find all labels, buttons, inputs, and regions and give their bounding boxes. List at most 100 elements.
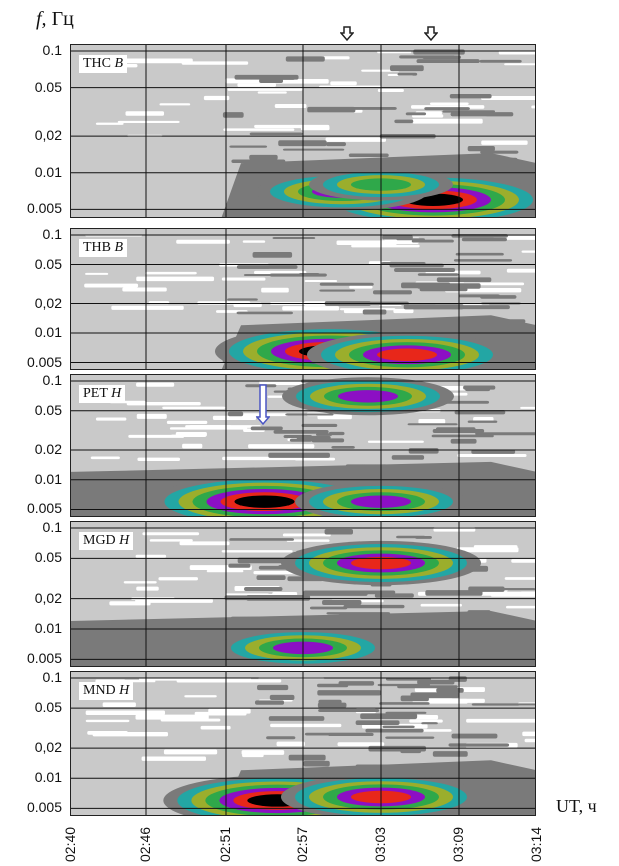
activity-streak — [461, 237, 507, 242]
activity-streak — [296, 435, 331, 440]
activity-streak — [467, 146, 495, 152]
quiet-streak — [163, 749, 218, 755]
activity-streak — [278, 140, 327, 147]
x-tick-label: 02:57 — [294, 826, 310, 862]
quiet-streak — [330, 81, 357, 86]
activity-streak — [269, 273, 327, 277]
activity-streak — [410, 692, 460, 698]
quiet-streak — [95, 417, 127, 421]
activity-streak — [303, 590, 368, 596]
quiet-streak — [102, 702, 136, 708]
activity-streak — [237, 557, 289, 564]
activity-streak — [425, 590, 483, 596]
power-contour — [377, 348, 437, 361]
component-name: B — [114, 240, 124, 255]
activity-streak — [303, 760, 330, 767]
quiet-streak — [415, 715, 439, 720]
activity-streak — [227, 298, 258, 301]
activity-streak — [229, 538, 295, 541]
component-name: H — [119, 683, 130, 698]
quiet-streak — [505, 605, 535, 609]
activity-streak — [318, 699, 342, 704]
quiet-streak — [84, 283, 139, 288]
x-tick-label: 03:03 — [372, 826, 388, 862]
quiet-streak — [170, 434, 207, 437]
activity-streak — [480, 295, 517, 299]
component-name: H — [119, 533, 130, 548]
quiet-streak — [320, 56, 350, 60]
quiet-streak — [90, 456, 120, 460]
quiet-streak — [135, 714, 209, 720]
quiet-streak — [137, 457, 181, 462]
quiet-streak — [361, 69, 400, 72]
quiet-streak — [282, 306, 340, 311]
activity-streak — [385, 736, 435, 739]
activity-streak — [250, 426, 283, 431]
y-tick-label: 0.02 — [34, 441, 62, 458]
quiet-streak — [221, 277, 266, 281]
activity-streak — [282, 148, 345, 151]
activity-streak — [268, 716, 325, 721]
y-tick-label: 0.05 — [34, 549, 62, 566]
activity-streak — [266, 736, 296, 740]
quiet-streak — [473, 545, 518, 549]
quiet-streak — [242, 753, 264, 758]
quiet-streak — [162, 406, 226, 409]
activity-streak — [467, 420, 498, 423]
quiet-streak — [511, 559, 535, 563]
activity-streak — [421, 722, 438, 725]
activity-streak — [415, 535, 432, 539]
activity-streak — [285, 413, 334, 416]
y-tick-label: 0.1 — [42, 226, 62, 242]
activity-streak — [448, 743, 510, 747]
activity-streak — [450, 305, 510, 310]
quiet-streak — [424, 698, 468, 704]
quiet-streak — [457, 454, 527, 457]
quiet-streak — [481, 140, 528, 145]
activity-streak — [257, 684, 289, 691]
quiet-streak — [117, 120, 180, 124]
quiet-streak — [417, 729, 452, 732]
quiet-streak — [136, 586, 159, 591]
activity-streak — [405, 112, 427, 116]
quiet-streak — [480, 95, 535, 101]
activity-streak — [307, 106, 356, 113]
activity-streak — [273, 430, 329, 434]
station-name: MGD — [83, 533, 120, 548]
quiet-streak — [349, 285, 373, 289]
spectrogram-panel: PET H — [70, 374, 536, 517]
activity-streak — [316, 433, 333, 436]
quiet-streak — [206, 569, 244, 573]
quiet-streak — [122, 287, 167, 292]
quiet-streak — [181, 61, 249, 65]
quiet-streak — [506, 268, 535, 273]
quiet-streak — [182, 443, 203, 449]
activity-streak — [417, 679, 455, 685]
spectrogram-panel: MND H — [70, 671, 536, 816]
quiet-streak — [135, 598, 213, 603]
activity-streak — [319, 289, 356, 292]
activity-streak — [227, 411, 244, 417]
spectrogram-panel: MGD H — [70, 521, 536, 667]
activity-streak — [338, 681, 375, 686]
quiet-streak — [200, 725, 231, 730]
station-name: THB — [83, 240, 115, 255]
quiet-streak — [420, 603, 462, 607]
quiet-streak — [351, 244, 420, 248]
quiet-streak — [319, 85, 382, 88]
activity-streak — [249, 154, 278, 160]
activity-streak — [309, 606, 348, 610]
component-name: B — [114, 56, 124, 71]
component-name: H — [111, 386, 122, 401]
spectrogram-image — [71, 672, 535, 815]
activity-streak — [390, 65, 424, 72]
y-tick-label: 0.05 — [34, 401, 62, 418]
quiet-streak — [136, 382, 175, 387]
quiet-streak — [270, 723, 342, 728]
y-tick-label: 0.01 — [34, 769, 62, 786]
activity-streak — [453, 259, 513, 262]
activity-streak — [236, 311, 293, 315]
spectrogram-image — [71, 45, 535, 217]
quiet-streak — [176, 239, 230, 244]
quiet-streak — [203, 95, 230, 101]
